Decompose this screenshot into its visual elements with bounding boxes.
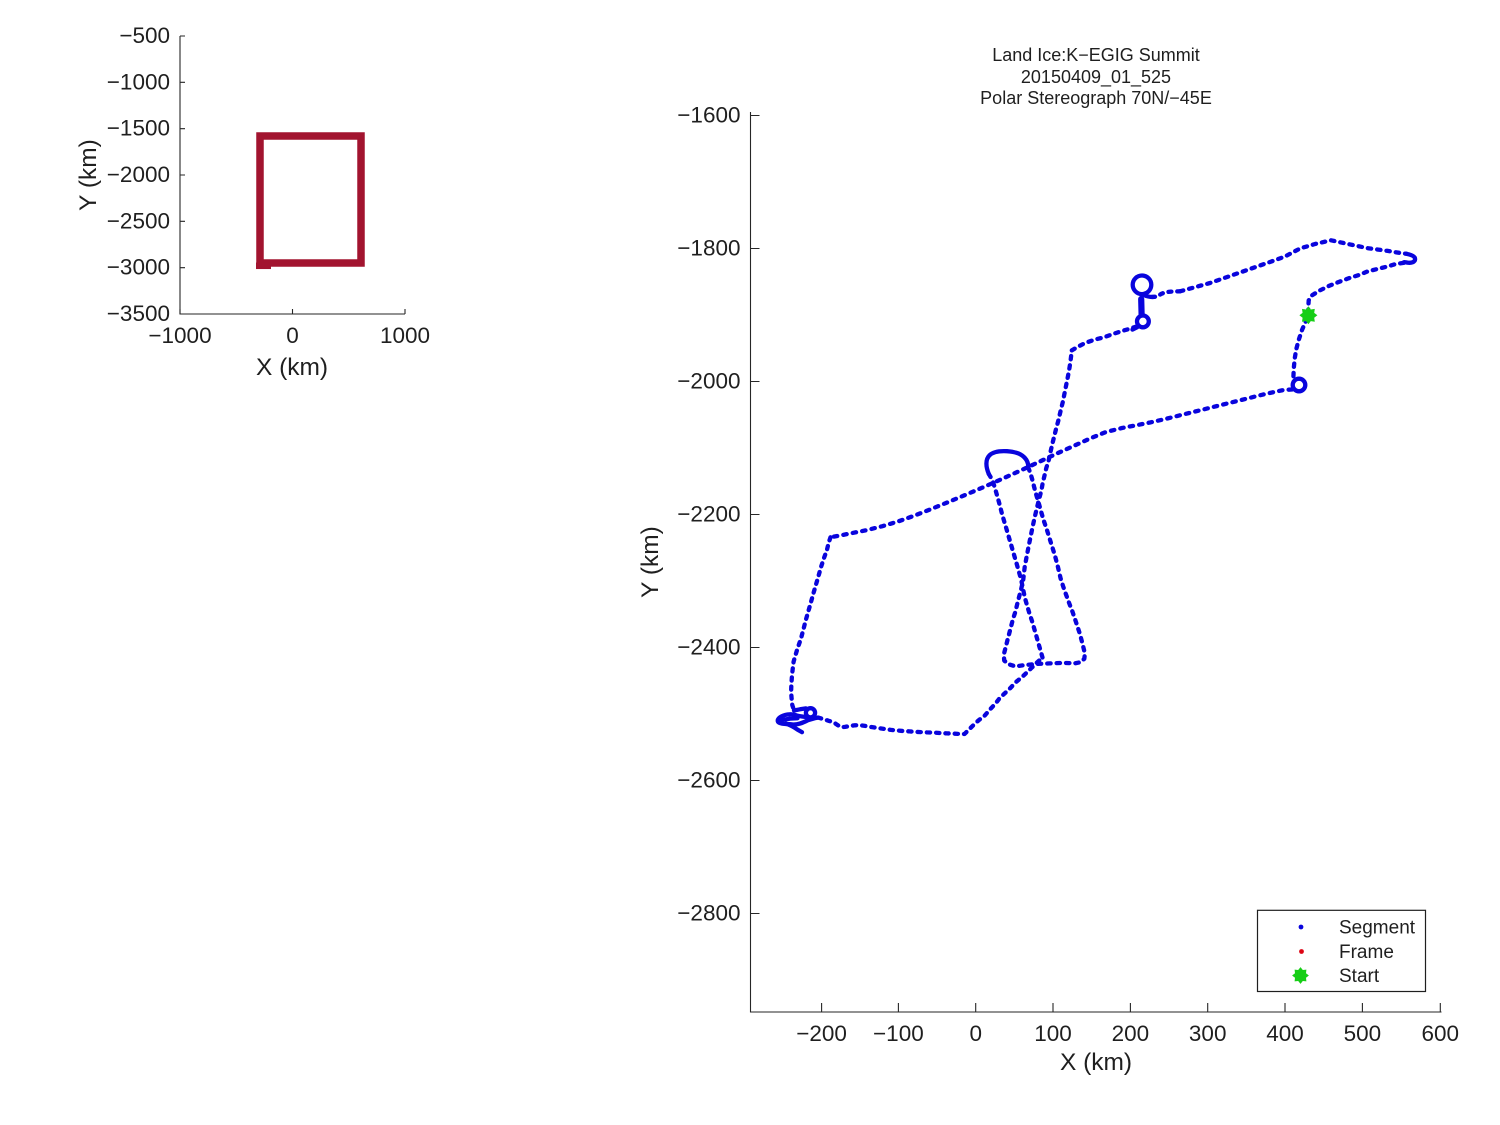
svg-text:−2000: −2000 xyxy=(107,162,170,187)
svg-text:100: 100 xyxy=(1034,1021,1072,1046)
svg-text:−2800: −2800 xyxy=(677,901,740,926)
svg-text:X (km): X (km) xyxy=(1060,1049,1132,1076)
svg-text:−100: −100 xyxy=(873,1021,924,1046)
svg-text:X (km): X (km) xyxy=(256,354,328,381)
svg-text:200: 200 xyxy=(1112,1021,1150,1046)
svg-text:−2500: −2500 xyxy=(107,208,170,233)
svg-text:−1500: −1500 xyxy=(107,116,170,141)
svg-text:Start: Start xyxy=(1339,966,1380,987)
svg-text:Segment: Segment xyxy=(1339,918,1416,939)
svg-text:300: 300 xyxy=(1189,1021,1227,1046)
svg-text:−2200: −2200 xyxy=(677,502,740,527)
svg-text:−3500: −3500 xyxy=(107,301,170,326)
svg-text:−1000: −1000 xyxy=(107,69,170,94)
svg-text:400: 400 xyxy=(1266,1021,1304,1046)
svg-text:−3000: −3000 xyxy=(107,255,170,280)
svg-text:Polar Stereograph 70N/−45E: Polar Stereograph 70N/−45E xyxy=(980,88,1212,108)
svg-text:Y (km): Y (km) xyxy=(637,526,664,598)
svg-text:Y (km): Y (km) xyxy=(75,139,102,211)
svg-text:−2000: −2000 xyxy=(677,369,740,394)
svg-text:−500: −500 xyxy=(119,23,170,48)
svg-text:−2600: −2600 xyxy=(677,768,740,793)
svg-text:20150409_01_525: 20150409_01_525 xyxy=(1021,67,1171,88)
svg-text:−1600: −1600 xyxy=(677,103,740,128)
svg-text:Frame: Frame xyxy=(1339,942,1394,963)
svg-text:1000: 1000 xyxy=(380,323,430,348)
svg-text:0: 0 xyxy=(969,1021,982,1046)
svg-text:−2400: −2400 xyxy=(677,635,740,660)
svg-text:Land Ice:K−EGIG Summit: Land Ice:K−EGIG Summit xyxy=(992,45,1200,65)
svg-text:500: 500 xyxy=(1344,1021,1382,1046)
svg-text:−200: −200 xyxy=(796,1021,847,1046)
svg-text:0: 0 xyxy=(286,323,299,348)
svg-text:−1800: −1800 xyxy=(677,236,740,261)
svg-text:600: 600 xyxy=(1422,1021,1460,1046)
svg-text:−1000: −1000 xyxy=(148,323,211,348)
